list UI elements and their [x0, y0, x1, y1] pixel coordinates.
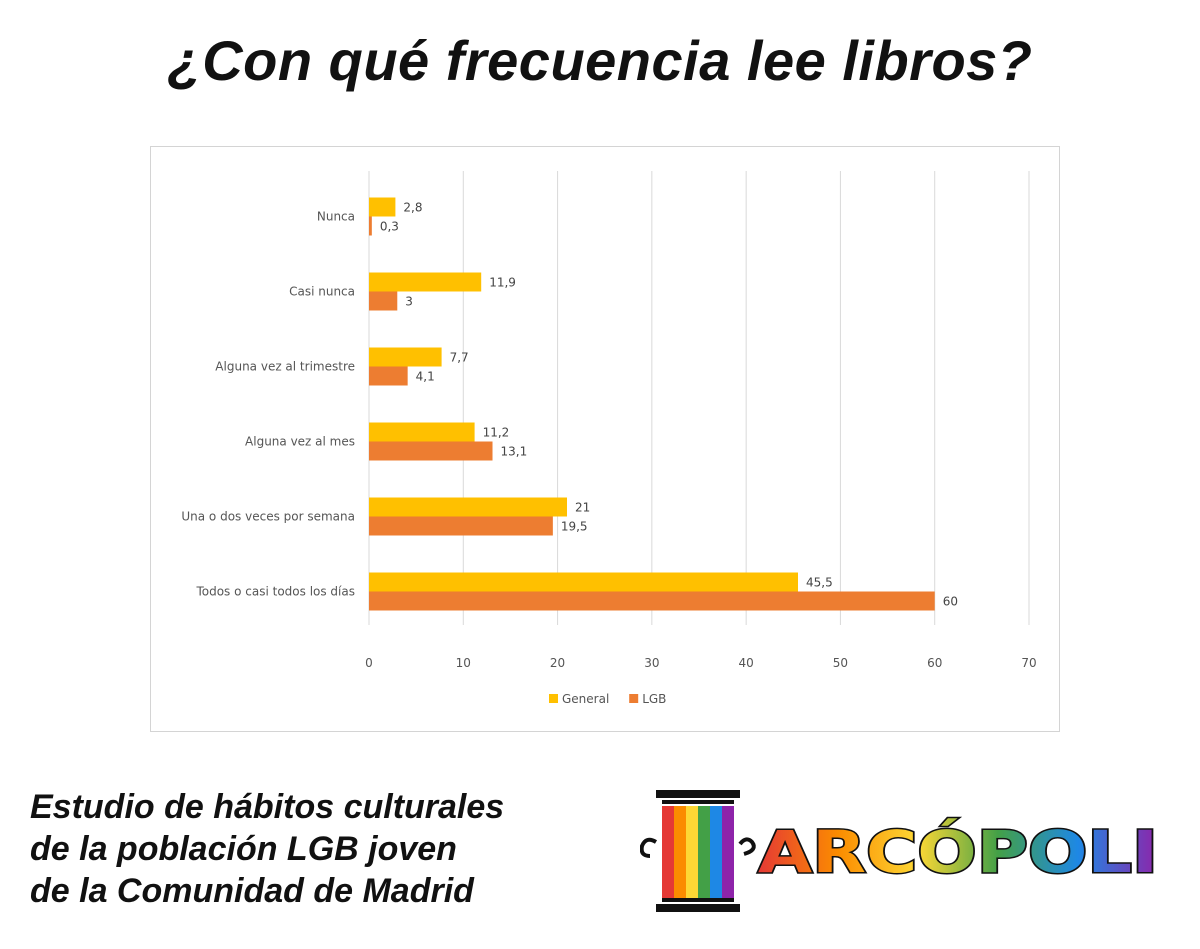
category-label: Todos o casi todos los días: [195, 585, 355, 599]
x-tick-label: 0: [365, 656, 373, 670]
data-label: 0,3: [380, 220, 399, 234]
bar-lgb: [369, 216, 372, 236]
arcopoli-logo: ARCÓPOLI: [640, 790, 1160, 912]
data-label: 3: [405, 295, 413, 309]
x-tick-label: 40: [739, 656, 754, 670]
data-label: 4,1: [416, 370, 435, 384]
category-label: Alguna vez al trimestre: [215, 360, 355, 374]
bar-general: [369, 422, 475, 442]
bar-general: [369, 572, 798, 592]
column-icon: [640, 790, 756, 912]
data-label: 13,1: [501, 445, 528, 459]
category-label: Una o dos veces por semana: [181, 510, 355, 524]
x-tick-label: 20: [550, 656, 565, 670]
legend-entry: General: [562, 692, 609, 706]
data-label: 21: [575, 501, 590, 515]
bar-lgb: [369, 591, 935, 611]
x-tick-label: 10: [456, 656, 471, 670]
data-label: 11,2: [483, 426, 510, 440]
bar-lgb: [369, 516, 553, 536]
page-title: ¿Con qué frecuencia lee libros?: [167, 29, 1033, 92]
bar-lgb: [369, 291, 398, 311]
x-tick-label: 50: [833, 656, 848, 670]
caption-line-3: de la Comunidad de Madrid: [30, 872, 474, 910]
category-label: Alguna vez al mes: [245, 435, 355, 449]
x-tick-label: 30: [644, 656, 659, 670]
data-label: 11,9: [489, 276, 516, 290]
x-tick-label: 60: [927, 656, 942, 670]
legend-swatch: [549, 694, 558, 703]
data-label: 19,5: [561, 520, 588, 534]
x-tick-label: 70: [1021, 656, 1036, 670]
category-label: Nunca: [317, 210, 355, 224]
category-label: Casi nunca: [289, 285, 355, 299]
bar-general: [369, 497, 567, 517]
caption-line-2: de la población LGB joven: [30, 830, 457, 868]
data-label: 45,5: [806, 576, 833, 590]
chart-frame: 0 10 20 30 40 50 60 70 Nunca 2,8 0,3 Casi nunca 11,9…: [150, 146, 1060, 732]
data-label: 2,8: [403, 201, 422, 215]
data-label: 60: [943, 595, 958, 609]
bar-chart: 0 10 20 30 40 50 60 70 Nunca 2,8 0,3 Casi nunca 11,9…: [181, 171, 1037, 706]
caption-line-1: Estudio de hábitos culturales: [30, 788, 505, 826]
bar-general: [369, 272, 482, 292]
bar-general: [369, 347, 442, 367]
data-label: 7,7: [450, 351, 469, 365]
legend-entry: LGB: [642, 692, 666, 706]
legend-swatch: [629, 694, 639, 703]
bar-lgb: [369, 441, 493, 461]
study-caption: Estudio de hábitos culturales de la pobl…: [30, 786, 630, 912]
bar-lgb: [369, 366, 408, 386]
logo-wordmark: ARCÓPOLI: [758, 817, 1158, 886]
bar-general: [369, 197, 396, 217]
